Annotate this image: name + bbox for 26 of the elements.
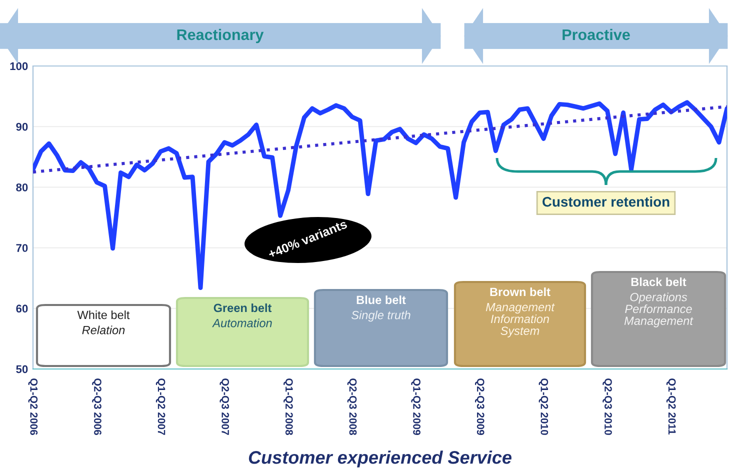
x-tick-label: Q1-Q2 2007: [156, 378, 166, 435]
y-tick-label: 70: [16, 244, 28, 252]
text: Reactionary: [177, 28, 264, 44]
y-tick-label: 100: [10, 62, 28, 70]
y-tick-label: 90: [16, 122, 28, 131]
x-tick-label: Q2-Q3 2010: [602, 378, 612, 435]
x-tick-label: Q2-Q3 2009: [474, 378, 484, 435]
x-axis-title: Customer experienced Service: [248, 450, 512, 468]
annotation: White belt Relation: [77, 310, 130, 334]
annotation: Customer retention: [542, 196, 670, 207]
x-tick-label: Q1-Q2 2010: [538, 378, 548, 435]
x-tick-label: Q2-Q3 2006: [92, 378, 102, 435]
annotation: Black belt Operations Performance Management: [624, 277, 694, 328]
x-tick-label: Q1-Q2 2006: [28, 378, 38, 435]
y-tick-label: 60: [16, 304, 28, 313]
annotation: Blue belt Single truth: [351, 295, 410, 322]
x-tick-label: Q1-Q2 2008: [284, 378, 293, 436]
y-tick-label: 50: [16, 365, 28, 374]
y-tick-label: 80: [16, 183, 28, 192]
x-tick-label: Q1-Q2 2009: [411, 378, 420, 435]
x-tick-label: Q1-Q2 2011: [666, 378, 676, 434]
annotation: Brown belt Management Information System: [486, 287, 555, 338]
text: Proactive: [562, 28, 630, 40]
x-tick-label: Q2-Q3 2008: [347, 378, 357, 436]
x-tick-label: Q2-Q3 2007: [220, 378, 230, 435]
annotation: Green belt Automation: [212, 303, 272, 328]
